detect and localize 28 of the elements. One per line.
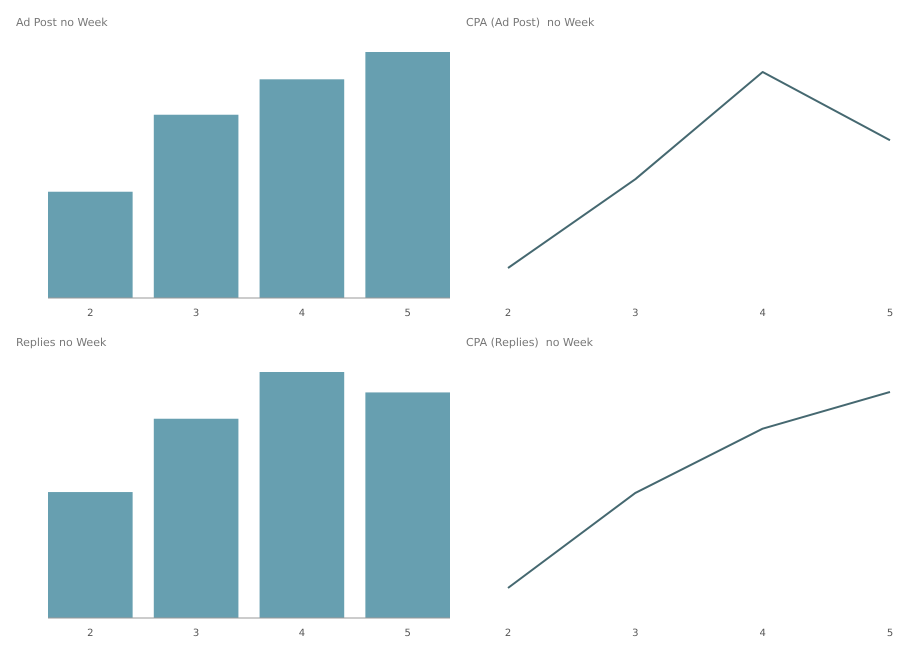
bar	[48, 492, 133, 618]
x-tick-label: 4	[759, 628, 766, 639]
x-tick-label: 5	[404, 308, 411, 319]
chart-title: Ad Post no Week	[16, 16, 108, 29]
x-tick-label: 5	[404, 628, 411, 639]
bar	[154, 114, 238, 298]
chart-title: CPA (Replies) no Week	[466, 336, 594, 349]
x-tick-label: 3	[192, 308, 200, 319]
x-tick-label: 2	[504, 308, 512, 319]
bar	[48, 192, 133, 298]
chart-title: CPA (Ad Post) no Week	[466, 16, 595, 29]
chart-title: Replies no Week	[16, 336, 107, 349]
x-tick-label: 4	[759, 308, 766, 319]
bar	[154, 418, 238, 618]
x-tick-label: 5	[886, 308, 894, 319]
bar	[365, 392, 450, 618]
bar	[260, 79, 344, 298]
x-tick-label: 3	[192, 628, 200, 639]
x-tick-label: 3	[632, 628, 639, 639]
x-tick-label: 5	[886, 628, 894, 639]
x-tick-label: 2	[504, 628, 512, 639]
x-tick-label: 3	[632, 308, 639, 319]
bar	[365, 52, 450, 298]
bar	[260, 372, 344, 618]
x-tick-label: 2	[87, 308, 94, 319]
x-tick-label: 2	[87, 628, 94, 639]
x-tick-label: 4	[298, 628, 306, 639]
x-tick-label: 4	[298, 308, 306, 319]
